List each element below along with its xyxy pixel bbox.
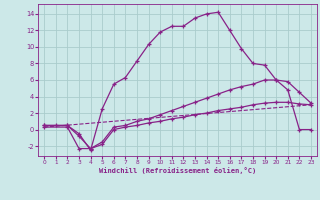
X-axis label: Windchill (Refroidissement éolien,°C): Windchill (Refroidissement éolien,°C) (99, 167, 256, 174)
